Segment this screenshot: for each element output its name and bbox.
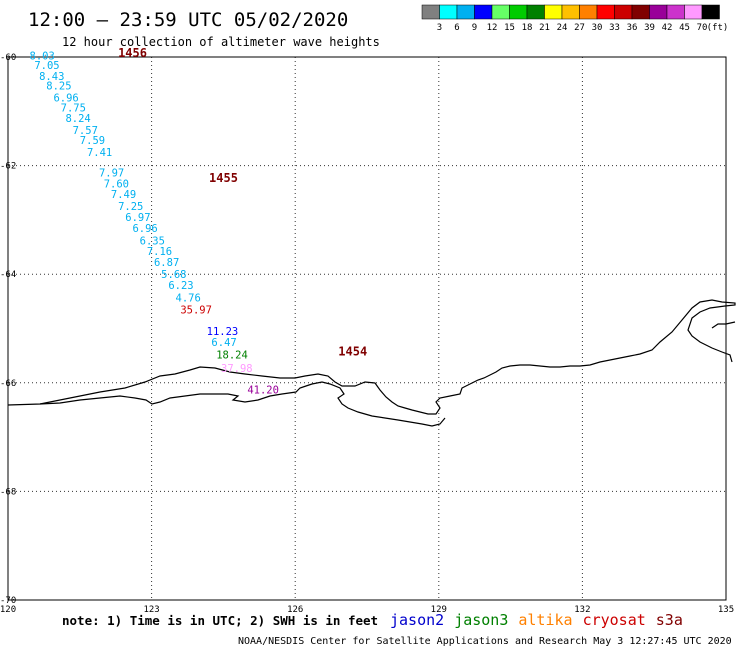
colorbar-cell: [509, 4, 528, 20]
lon-tick-label: 120: [0, 605, 16, 615]
mission-legend: jason2 jason3 altika cryosat s3a: [390, 611, 683, 629]
wave-height-observations: 8.037.058.438.256.967.758.247.577.597.41…: [30, 51, 279, 397]
lat-tick-label: -60: [0, 53, 16, 63]
colorbar-label: 45: [679, 23, 690, 33]
swh-value: 37.98: [221, 363, 253, 375]
colorbar-label: 21: [539, 23, 550, 33]
lon-tick-label: 123: [143, 605, 159, 615]
footer-note: note: 1) Time is in UTC; 2) SWH is in fe…: [62, 613, 378, 628]
colorbar-label: 15: [504, 23, 515, 33]
swh-value: 8.03: [30, 51, 55, 63]
lon-tick-label: 126: [287, 605, 303, 615]
colorbar-cell: [439, 4, 458, 20]
lon-tick-label: 129: [431, 605, 447, 615]
swh-value: 7.16: [147, 246, 172, 258]
colorbar-cell: [561, 4, 580, 20]
lon-tick-label: 132: [574, 605, 590, 615]
colorbar-label: 9: [472, 23, 477, 33]
swh-value: 7.60: [104, 178, 129, 190]
swh-value: 6.47: [211, 337, 236, 349]
track-time-labels: 1456 1455 1454: [118, 46, 367, 359]
colorbar-cell: [526, 4, 545, 20]
colorbar-label: 6: [454, 23, 459, 33]
colorbar-cell: [701, 4, 720, 20]
lat-tick-label: -66: [0, 379, 16, 389]
colorbar-label: 18: [522, 23, 533, 33]
track-time-label: 1455: [209, 171, 238, 185]
swh-value: 5.68: [161, 269, 186, 281]
swh-value: 7.97: [99, 167, 124, 179]
swh-value: 7.25: [118, 201, 143, 213]
lat-tick-label: -70: [0, 596, 16, 606]
swh-value: 6.96: [53, 93, 78, 105]
colorbar-cell: [596, 4, 615, 20]
swh-value: 7.57: [73, 125, 98, 137]
colorbar-cell: [684, 4, 703, 20]
track-time-label: 1456: [118, 46, 147, 60]
swh-value: 11.23: [207, 326, 239, 338]
colorbar-cell: [631, 4, 650, 20]
colorbar-cell: [579, 4, 598, 20]
colorbar-cell: [666, 4, 685, 20]
colorbar-label: 36: [627, 23, 638, 33]
swh-value: 6.87: [154, 257, 179, 269]
colorbar-cell: [421, 4, 440, 20]
color-scale-legend: 3 6 9 12 15 18 21 24 27 30 33 36 39 42 45 70 (ft): [421, 4, 729, 33]
swh-value: 7.05: [34, 60, 59, 72]
mission-label: s3a: [656, 611, 683, 629]
swh-value: 6.35: [140, 235, 165, 247]
coastline-shelf: [39, 381, 446, 427]
swh-value: 8.43: [39, 71, 64, 83]
mission-label: jason2: [390, 611, 444, 629]
colorbar-cell: [649, 4, 668, 20]
swh-value: 6.23: [168, 280, 193, 292]
swh-value: 7.75: [61, 102, 86, 114]
swh-value: 7.41: [87, 147, 112, 159]
graticule: [8, 57, 726, 600]
lon-tick-label: 135: [718, 605, 734, 615]
colorbar-label: 33: [609, 23, 620, 33]
colorbar-label: 12: [487, 23, 498, 33]
swh-value: 8.25: [46, 81, 71, 93]
coastline-main: [7, 299, 736, 415]
colorbar-label: 42: [662, 23, 673, 33]
colorbar-cell: [544, 4, 563, 20]
colorbar-label: 3: [437, 23, 442, 33]
figure-title: 12:00 – 23:59 UTC 05/02/2020: [28, 9, 348, 31]
colorbar-label: 24: [557, 23, 568, 33]
swh-value: 4.76: [176, 292, 201, 304]
track-time-label: 1454: [338, 345, 367, 359]
colorbar-cell: [614, 4, 633, 20]
coastline-inlet: [711, 321, 736, 329]
credit-line: NOAA/NESDIS Center for Satellite Applica…: [238, 636, 732, 647]
lat-tick-label: -62: [0, 162, 16, 172]
colorbar-label: 70: [697, 23, 708, 33]
colorbar-label: 30: [592, 23, 603, 33]
mission-label: jason3: [454, 611, 508, 629]
figure-subtitle: 12 hour collection of altimeter wave hei…: [62, 35, 380, 49]
swh-value: 6.96: [132, 223, 157, 235]
swh-value: 18.24: [216, 349, 248, 361]
coastline: [7, 299, 736, 427]
lat-tick-label: -64: [0, 270, 16, 280]
axis-labels: 120 123 126 129 132 135 -60 -62 -64 -66 -68 -70: [0, 53, 734, 615]
swh-value: 7.59: [80, 135, 105, 147]
lat-tick-label: -68: [0, 487, 16, 497]
swh-value: 35.97: [180, 304, 212, 316]
swh-value: 41.20: [247, 385, 279, 397]
swh-value: 7.49: [111, 189, 136, 201]
colorbar-cell: [456, 4, 475, 20]
mission-label: altika: [518, 611, 572, 629]
colorbar-cell: [474, 4, 493, 20]
colorbar-unit: (ft): [707, 23, 729, 33]
swh-value: 8.24: [65, 113, 90, 125]
colorbar-label: 39: [644, 23, 655, 33]
mission-label: cryosat: [583, 611, 646, 629]
colorbar-cell: [491, 4, 510, 20]
colorbar-label: 27: [574, 23, 585, 33]
map-frame: [7, 56, 727, 601]
swh-value: 6.97: [125, 212, 150, 224]
